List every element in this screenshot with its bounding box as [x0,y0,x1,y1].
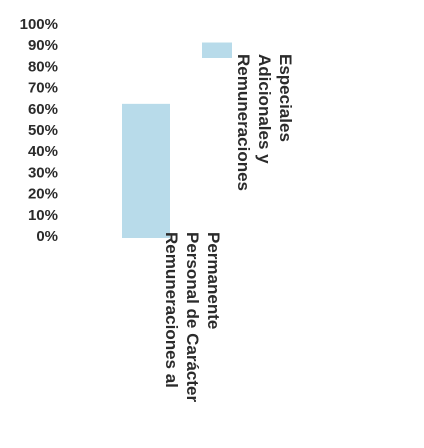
category-label-line: Remuneraciones al [162,232,181,388]
y-tick-label: 90% [28,37,58,54]
category-label: Remuneraciones Adicionales y Especiales [234,54,295,191]
y-tick-label: 20% [28,186,58,203]
y-tick-label: 70% [28,80,58,97]
y-tick-label: 30% [28,164,58,181]
category-label-line: Remuneraciones [234,54,253,191]
category-labels: Remuneraciones al Personal de Carácter Per… [162,54,295,402]
category-label: Remuneraciones al Personal de Carácter Per… [162,232,223,402]
bar [202,42,232,58]
y-tick-label: 0% [36,228,58,245]
y-tick-label: 80% [28,58,58,75]
y-tick-label: 100% [20,16,58,33]
category-label-line: Adicionales y [255,54,274,164]
y-tick-label: 10% [28,207,58,224]
bars [122,42,232,238]
category-label-line: Especiales [276,54,295,142]
y-tick-label: 60% [28,101,58,118]
category-label-line: Permanente [204,232,223,329]
bar [122,103,170,238]
y-tick-label: 40% [28,143,58,160]
y-axis: 100% 90% 80% 70% 60% 50% 40% 30% 20% 10% 0% [20,16,58,245]
category-label-line: Personal de Carácter [183,232,202,402]
y-tick-label: 50% [28,122,58,139]
